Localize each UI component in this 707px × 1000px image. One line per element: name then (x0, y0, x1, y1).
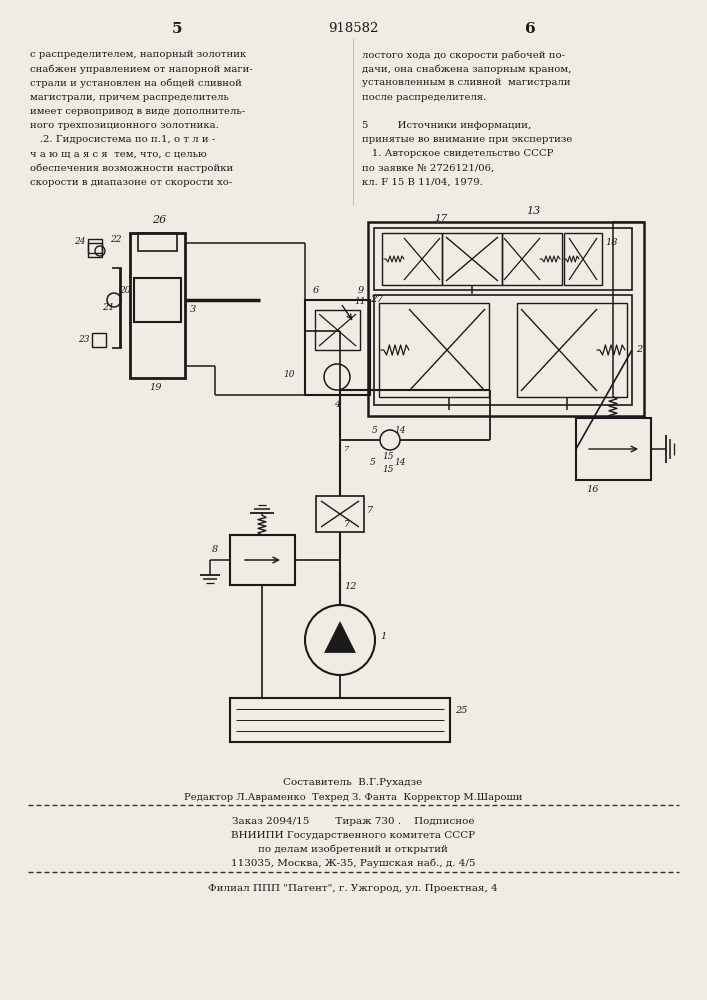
Text: 4: 4 (334, 400, 340, 409)
Bar (374, 295, 632, 405)
Text: 1: 1 (380, 632, 386, 641)
Text: 5         Источники информации,: 5 Источники информации, (362, 121, 531, 130)
Text: магистрали, причем распределитель: магистрали, причем распределитель (30, 93, 229, 102)
Bar (442, 233, 502, 285)
Bar (517, 303, 627, 397)
Bar (316, 496, 364, 532)
Bar (374, 228, 632, 290)
Text: 21: 21 (102, 303, 115, 312)
Text: 11: 11 (354, 297, 366, 306)
Text: по делам изобретений и открытий: по делам изобретений и открытий (258, 845, 448, 854)
Text: 1. Авторское свидетельство СССР: 1. Авторское свидетельство СССР (362, 149, 554, 158)
Text: 15: 15 (382, 465, 394, 474)
Bar (88, 239, 102, 253)
Text: установленным в сливной  магистрали: установленным в сливной магистрали (362, 78, 571, 87)
Text: 113035, Москва, Ж-35, Раушская наб., д. 4/5: 113035, Москва, Ж-35, Раушская наб., д. … (230, 859, 475, 868)
Text: 14: 14 (394, 458, 406, 467)
Text: 5: 5 (370, 458, 375, 467)
Text: имеет сервопривод в виде дополнитель-: имеет сервопривод в виде дополнитель- (30, 107, 245, 116)
Bar (88, 243, 102, 257)
Text: 17: 17 (434, 214, 448, 223)
Text: 12: 12 (344, 582, 356, 591)
Text: 8: 8 (212, 545, 218, 554)
Text: Филиал ППП "Патент", г. Ужгород, ул. Проектная, 4: Филиал ППП "Патент", г. Ужгород, ул. Про… (208, 884, 498, 893)
Text: 25: 25 (455, 706, 467, 715)
Text: 6: 6 (313, 286, 320, 295)
Text: 20: 20 (119, 286, 131, 295)
Text: ного трехпозиционного золотника.: ного трехпозиционного золотника. (30, 121, 219, 130)
Text: 7: 7 (367, 506, 373, 515)
Bar (230, 698, 450, 742)
Bar (379, 303, 489, 397)
Bar (138, 233, 177, 251)
Text: 5: 5 (372, 426, 378, 435)
Bar (305, 300, 370, 395)
Text: 19: 19 (149, 383, 161, 392)
Bar (130, 233, 185, 378)
Text: 16: 16 (586, 485, 599, 494)
Text: Редактор Л.Авраменко  Техред З. Фанта  Корректор М.Шароши: Редактор Л.Авраменко Техред З. Фанта Кор… (184, 793, 522, 802)
Polygon shape (325, 622, 356, 653)
Text: 23: 23 (78, 335, 90, 344)
Text: принятые во внимание при экспертизе: принятые во внимание при экспертизе (362, 135, 573, 144)
Text: .2. Гидросистема по п.1, о т л и -: .2. Гидросистема по п.1, о т л и - (30, 135, 215, 144)
Text: 6: 6 (525, 22, 535, 36)
Text: ВНИИПИ Государственного комитета СССР: ВНИИПИ Государственного комитета СССР (231, 831, 475, 840)
Text: 22: 22 (110, 235, 122, 244)
Bar (564, 233, 602, 285)
Text: 24: 24 (74, 237, 86, 246)
Text: 14: 14 (394, 426, 406, 435)
Text: 918582: 918582 (328, 22, 378, 35)
Bar (92, 333, 106, 347)
Text: 2: 2 (636, 345, 642, 354)
Text: 5: 5 (172, 22, 182, 36)
Text: 7: 7 (344, 520, 350, 529)
Text: ч а ю щ а я с я  тем, что, с целью: ч а ю щ а я с я тем, что, с целью (30, 149, 206, 158)
Text: Заказ 2094/15        Тираж 730 .    Подписное: Заказ 2094/15 Тираж 730 . Подписное (232, 817, 474, 826)
Text: страли и установлен на общей сливной: страли и установлен на общей сливной (30, 78, 242, 88)
Text: 15: 15 (382, 452, 394, 461)
Text: 27: 27 (370, 295, 383, 304)
Text: с распределителем, напорный золотник: с распределителем, напорный золотник (30, 50, 246, 59)
Text: обеспечения возможности настройки: обеспечения возможности настройки (30, 164, 233, 173)
Text: 26: 26 (152, 215, 166, 225)
Text: 9: 9 (358, 286, 364, 295)
Text: 13: 13 (526, 206, 540, 216)
Bar (230, 535, 295, 585)
Bar (315, 310, 360, 350)
Text: дачи, она снабжена запорным краном,: дачи, она снабжена запорным краном, (362, 64, 571, 74)
Text: по заявке № 2726121/06,: по заявке № 2726121/06, (362, 164, 494, 173)
Text: после распределителя.: после распределителя. (362, 93, 486, 102)
Bar (134, 278, 181, 322)
Text: скорости в диапазоне от скорости хо-: скорости в диапазоне от скорости хо- (30, 178, 233, 187)
Text: 18: 18 (605, 238, 617, 247)
Text: 3: 3 (190, 305, 197, 314)
Text: 10: 10 (283, 370, 295, 379)
Bar (382, 233, 442, 285)
Text: кл. F 15 В 11/04, 1979.: кл. F 15 В 11/04, 1979. (362, 178, 483, 187)
Bar (502, 233, 562, 285)
Text: снабжен управлением от напорной маги-: снабжен управлением от напорной маги- (30, 64, 252, 74)
Text: Составитель  В.Г.Рухадзе: Составитель В.Г.Рухадзе (284, 778, 423, 787)
Text: лостого хода до скорости рабочей по-: лостого хода до скорости рабочей по- (362, 50, 565, 60)
Bar (576, 418, 651, 480)
Bar (368, 222, 644, 416)
Text: 7: 7 (344, 445, 349, 453)
